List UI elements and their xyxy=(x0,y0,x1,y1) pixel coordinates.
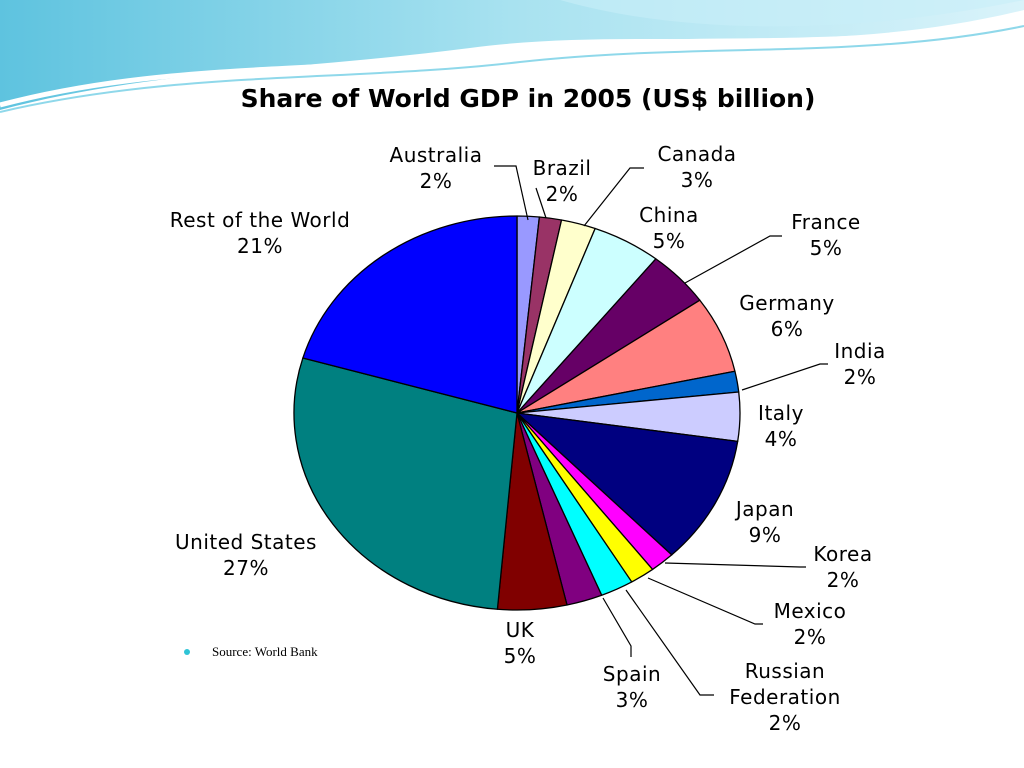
slice-label-india: India 2% xyxy=(834,339,886,389)
slice-label-canada: Canada 3% xyxy=(657,142,736,192)
leader-line-russian-federation xyxy=(625,589,714,696)
slice-label-brazil: Brazil 2% xyxy=(533,156,592,206)
chart-title: Share of World GDP in 2005 (US$ billion) xyxy=(240,84,816,113)
slice-label-france: France 5% xyxy=(791,210,861,260)
slice-label-russian-federation: Russian Federation 2% xyxy=(729,659,841,735)
bullet-icon xyxy=(184,649,190,656)
slice-label-japan: Japan 9% xyxy=(734,497,794,547)
slice-label-italy: Italy 4% xyxy=(758,401,804,451)
slice-label-korea: Korea 2% xyxy=(813,542,872,592)
slice-label-uk: UK 5% xyxy=(504,618,537,668)
leader-line-canada xyxy=(583,167,644,227)
pie-slice-japan xyxy=(516,412,739,556)
pie-slice-rest-of-the-world xyxy=(302,215,518,414)
source-text: Source: World Bank xyxy=(212,644,318,659)
slice-label-spain: Spain 3% xyxy=(603,662,661,712)
slice-label-australia: Australia 2% xyxy=(390,143,483,193)
slice-label-germany: Germany 6% xyxy=(739,291,834,341)
header-wave-decoration xyxy=(0,0,1024,113)
slice-label-united-states: United States 27% xyxy=(175,530,317,580)
source-note: Source: World Bank xyxy=(184,644,318,660)
leader-line-france xyxy=(684,235,782,284)
leader-line-brazil xyxy=(535,187,547,219)
pie-slice-united-states xyxy=(293,357,518,610)
leader-line-korea xyxy=(664,562,806,568)
slice-label-rest-of-the-world: Rest of the World 21% xyxy=(170,208,351,258)
leader-line-australia xyxy=(494,165,529,221)
leader-line-mexico xyxy=(647,577,763,625)
leader-line-india xyxy=(741,363,828,391)
slice-label-china: China 5% xyxy=(639,203,699,253)
leader-line-spain xyxy=(602,597,632,657)
slice-label-mexico: Mexico 2% xyxy=(774,599,847,649)
